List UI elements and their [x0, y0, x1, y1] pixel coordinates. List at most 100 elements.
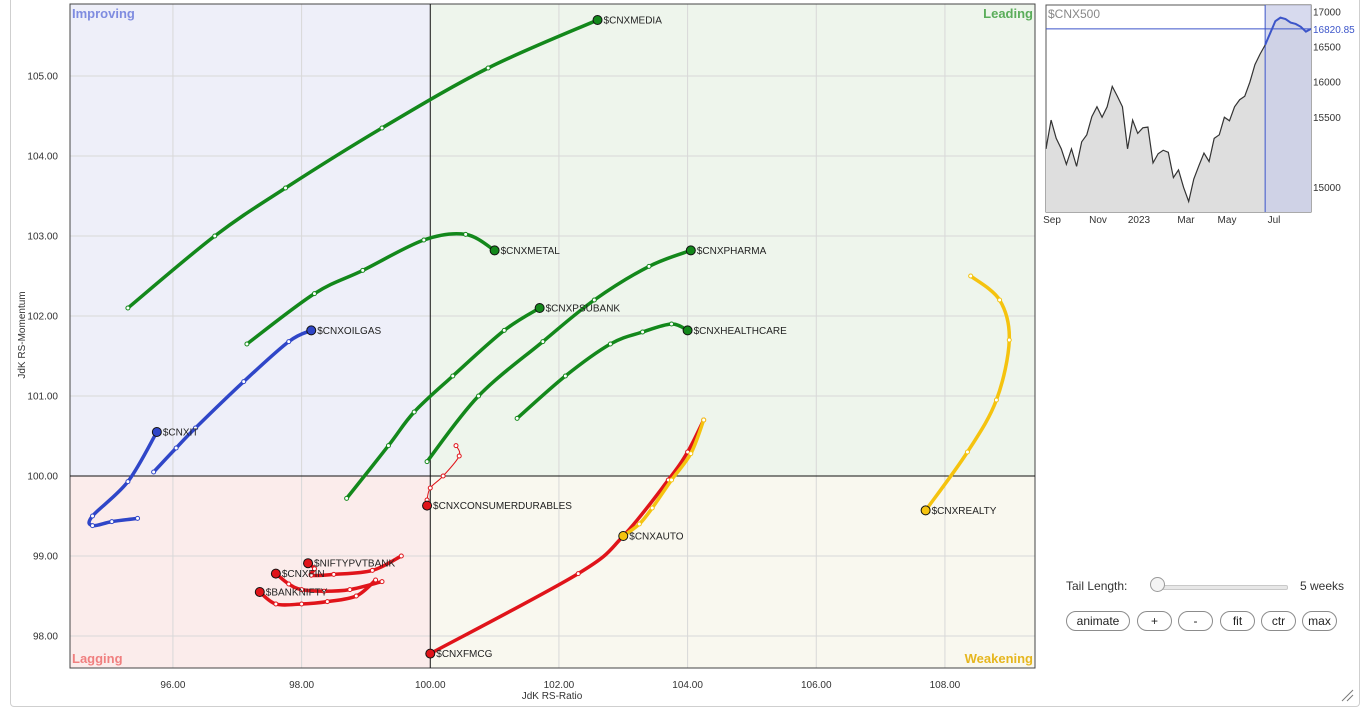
series-cnxauto[interactable]: $CNXAUTO: [618, 417, 707, 543]
tail-point: [373, 577, 379, 583]
tail-point: [968, 273, 974, 279]
series-banknifty[interactable]: $BANKNIFTY: [254, 577, 379, 607]
tail-point: [607, 341, 613, 347]
head-point[interactable]: [422, 500, 433, 511]
tail-point: [331, 571, 337, 577]
series-label: $CNXMEDIA: [604, 16, 663, 27]
x-tick-label: 106.00: [801, 680, 832, 691]
zoom-out-button[interactable]: -: [1178, 611, 1213, 631]
tail-point: [90, 513, 96, 519]
tail-point: [476, 393, 482, 399]
tail-point: [135, 515, 141, 521]
series-cnxfin[interactable]: $CNXFIN: [270, 568, 385, 594]
head-point[interactable]: [489, 245, 500, 256]
series-cnxhealthcare[interactable]: $CNXHEALTHCARE: [514, 321, 787, 421]
tail-point: [540, 339, 546, 345]
x-tick-label: 102.00: [544, 680, 575, 691]
x-tick-label: 108.00: [930, 680, 961, 691]
series-label: $CNXAUTO: [629, 532, 683, 543]
mini-chart-tail-window: [1265, 5, 1311, 212]
series-cnxconsumerdurables[interactable]: $CNXCONSUMERDURABLES: [422, 443, 573, 512]
y-axis-label: JdK RS-Momentum: [17, 291, 28, 378]
series-label: $NIFTYPVTBANK: [314, 559, 395, 570]
y-tick-label: 102.00: [27, 312, 58, 323]
mini-y-tick-label: 16000: [1313, 78, 1341, 89]
series-cnxmedia[interactable]: $CNXMEDIA: [125, 15, 663, 311]
tail-point: [212, 233, 218, 239]
tail-point: [993, 397, 999, 403]
series-label: $CNXOILGAS: [317, 326, 381, 337]
head-point[interactable]: [618, 531, 629, 541]
tail-point: [385, 443, 391, 449]
tail-point: [485, 65, 491, 71]
series-label: $CNXFMCG: [436, 649, 492, 660]
series-cnxoilgas[interactable]: $CNXOILGAS: [151, 325, 382, 475]
head-point[interactable]: [682, 325, 693, 336]
quadrant-improving: [70, 4, 431, 476]
tail-point: [514, 415, 520, 421]
tail-point: [636, 521, 642, 527]
head-point[interactable]: [270, 568, 281, 579]
tail-point: [1006, 337, 1012, 343]
y-tick-label: 104.00: [27, 152, 58, 163]
head-point[interactable]: [254, 587, 265, 597]
tail-point: [283, 185, 289, 191]
quadrant-label: Improving: [72, 6, 135, 21]
series-label: $CNXHEALTHCARE: [694, 326, 787, 337]
tail-point: [241, 379, 247, 385]
series-label: $CNXIT: [163, 428, 199, 439]
tail-length-slider-handle[interactable]: [1150, 577, 1165, 592]
max-button[interactable]: max: [1302, 611, 1337, 631]
head-point[interactable]: [920, 505, 931, 516]
head-point[interactable]: [534, 303, 545, 313]
tail-point: [344, 495, 350, 501]
mini-y-tick-label: 17000: [1313, 8, 1341, 19]
zoom-in-button[interactable]: +: [1137, 611, 1172, 631]
series-cnxpsubank[interactable]: $CNXPSUBANK: [344, 303, 621, 501]
tail-point: [244, 341, 250, 347]
tail-point: [501, 327, 507, 333]
center-button[interactable]: ctr: [1261, 611, 1296, 631]
series-cnxit[interactable]: $CNXIT: [87, 427, 199, 529]
tail-length-slider[interactable]: [1154, 585, 1288, 590]
tail-point: [646, 263, 652, 269]
tail-point: [964, 449, 970, 455]
series-cnxpharma[interactable]: $CNXPHARMA: [424, 245, 767, 465]
rrg-chart: 96.00 98.00 100.00 102.00 104.00 106.00 108.00…: [17, 3, 1036, 702]
mini-x-tick-label: Sep: [1043, 215, 1061, 226]
tail-point: [997, 297, 1003, 303]
head-point[interactable]: [685, 245, 696, 256]
tail-point: [450, 373, 456, 379]
tail-point: [321, 588, 327, 594]
fit-button[interactable]: fit: [1220, 611, 1255, 631]
tail-point: [308, 572, 314, 578]
animate-button[interactable]: animate: [1066, 611, 1130, 631]
tail-point: [379, 579, 385, 585]
series-cnxmetal[interactable]: $CNXMETAL: [244, 231, 561, 347]
y-tick-label: 99.00: [33, 552, 58, 563]
y-tick-label: 98.00: [33, 632, 58, 643]
tail-point: [369, 567, 375, 573]
head-point[interactable]: [306, 325, 317, 336]
tail-point: [360, 267, 366, 273]
tail-point: [125, 479, 131, 485]
mini-last-value-label: 16820.85: [1313, 25, 1355, 36]
series-label: $CNXCONSUMERDURABLES: [433, 501, 572, 512]
head-point[interactable]: [592, 15, 603, 25]
series-niftypvtbank[interactable]: $NIFTYPVTBANK: [303, 553, 404, 578]
head-point[interactable]: [425, 648, 436, 659]
head-point[interactable]: [303, 558, 314, 569]
x-tick-label: 96.00: [160, 680, 185, 691]
tail-point: [311, 291, 317, 297]
y-tick-label: 103.00: [27, 232, 58, 243]
x-axis-label: JdK RS-Ratio: [522, 691, 583, 702]
tail-length-label: Tail Length:: [1066, 579, 1128, 593]
tail-point: [669, 477, 675, 483]
series-label: $CNXMETAL: [501, 246, 561, 257]
tail-point: [575, 571, 581, 577]
tail-point: [173, 445, 179, 451]
series-cnxrealty[interactable]: $CNXREALTY: [920, 273, 1012, 517]
tail-point: [192, 425, 198, 431]
resize-grip-icon[interactable]: [1340, 688, 1354, 702]
head-point[interactable]: [151, 427, 162, 437]
